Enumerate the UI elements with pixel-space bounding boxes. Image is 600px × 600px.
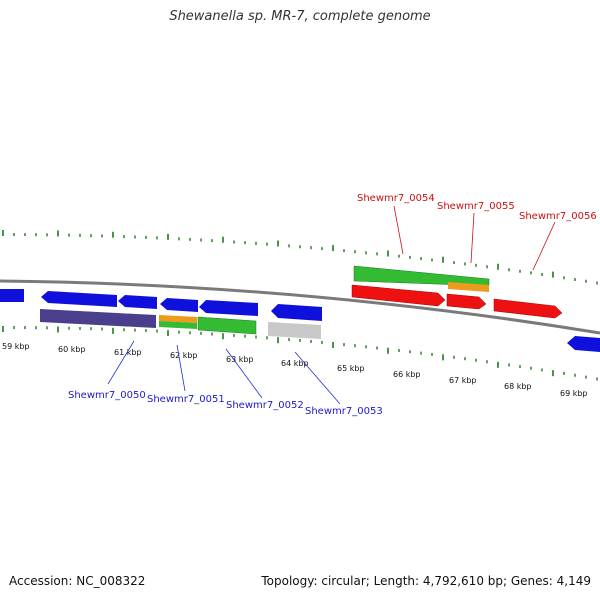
gene-label-0053[interactable]: Shewmr7_0053 (305, 406, 383, 417)
gene-strip-0050a[interactable] (40, 309, 117, 326)
gc-ticks-bottom (2, 326, 598, 381)
kbp-label: 61 kbp (114, 348, 142, 357)
gene-label-0051[interactable]: Shewmr7_0051 (147, 394, 225, 405)
gene-shape-0054-green[interactable] (353, 265, 490, 287)
red-leader-lines (393, 205, 556, 271)
blue-leader-lines (107, 340, 341, 405)
kbp-label: 66 kbp (393, 370, 421, 379)
gene-shape-0056[interactable] (493, 298, 563, 319)
kbp-labels: 59 kbp 60 kbp 61 kbp 62 kbp 63 kbp 64 kb… (2, 342, 588, 398)
gene-label-0050[interactable]: Shewmr7_0050 (68, 390, 146, 401)
gene-shape-0055-orange[interactable] (448, 282, 489, 292)
gene-strip-0052-green[interactable] (197, 316, 257, 335)
gene-shape-0049[interactable] (0, 289, 24, 302)
gene-labels: Shewmr7_0050 Shewmr7_0051 Shewmr7_0052 S… (68, 193, 597, 417)
reverse-genes (0, 289, 600, 352)
accession-text: Accession: NC_008322 (9, 574, 146, 588)
gene-label-0052[interactable]: Shewmr7_0052 (226, 400, 304, 411)
gene-strip-0051-orange[interactable] (159, 315, 197, 323)
gene-strip-0053-grey[interactable] (268, 322, 321, 339)
kbp-label: 65 kbp (337, 364, 365, 373)
gene-shape-0054[interactable] (351, 284, 446, 307)
gc-ticks-top (2, 230, 598, 285)
gene-shape-0052[interactable] (160, 298, 198, 312)
gene-shape-0052b[interactable] (199, 300, 258, 316)
kbp-label: 64 kbp (281, 359, 309, 368)
gene-shape-0050[interactable] (41, 291, 117, 307)
gene-label-0056[interactable]: Shewmr7_0056 (519, 211, 597, 222)
map-title: Shewanella sp. MR-7, complete genome (169, 9, 431, 24)
gene-shape-0051[interactable] (118, 295, 157, 309)
gene-shape-0057[interactable] (567, 336, 600, 352)
kbp-label: 62 kbp (170, 351, 198, 360)
kbp-label: 69 kbp (560, 389, 588, 398)
forward-genes (351, 265, 563, 319)
gene-shape-0053[interactable] (271, 304, 322, 321)
topology-text: Topology: circular; Length: 4,792,610 bp… (261, 574, 591, 588)
kbp-label: 68 kbp (504, 382, 532, 391)
kbp-label: 59 kbp (2, 342, 30, 351)
gene-label-0055[interactable]: Shewmr7_0055 (437, 201, 515, 212)
gene-label-0054[interactable]: Shewmr7_0054 (357, 193, 435, 204)
kbp-label: 67 kbp (449, 376, 477, 385)
gene-strip-0050b[interactable] (117, 313, 156, 328)
gene-strip-0051-green[interactable] (159, 321, 197, 329)
genome-backbone (0, 279, 600, 335)
kbp-label: 63 kbp (226, 355, 254, 364)
gene-shape-0055[interactable] (446, 293, 487, 310)
kbp-label: 60 kbp (58, 345, 86, 354)
